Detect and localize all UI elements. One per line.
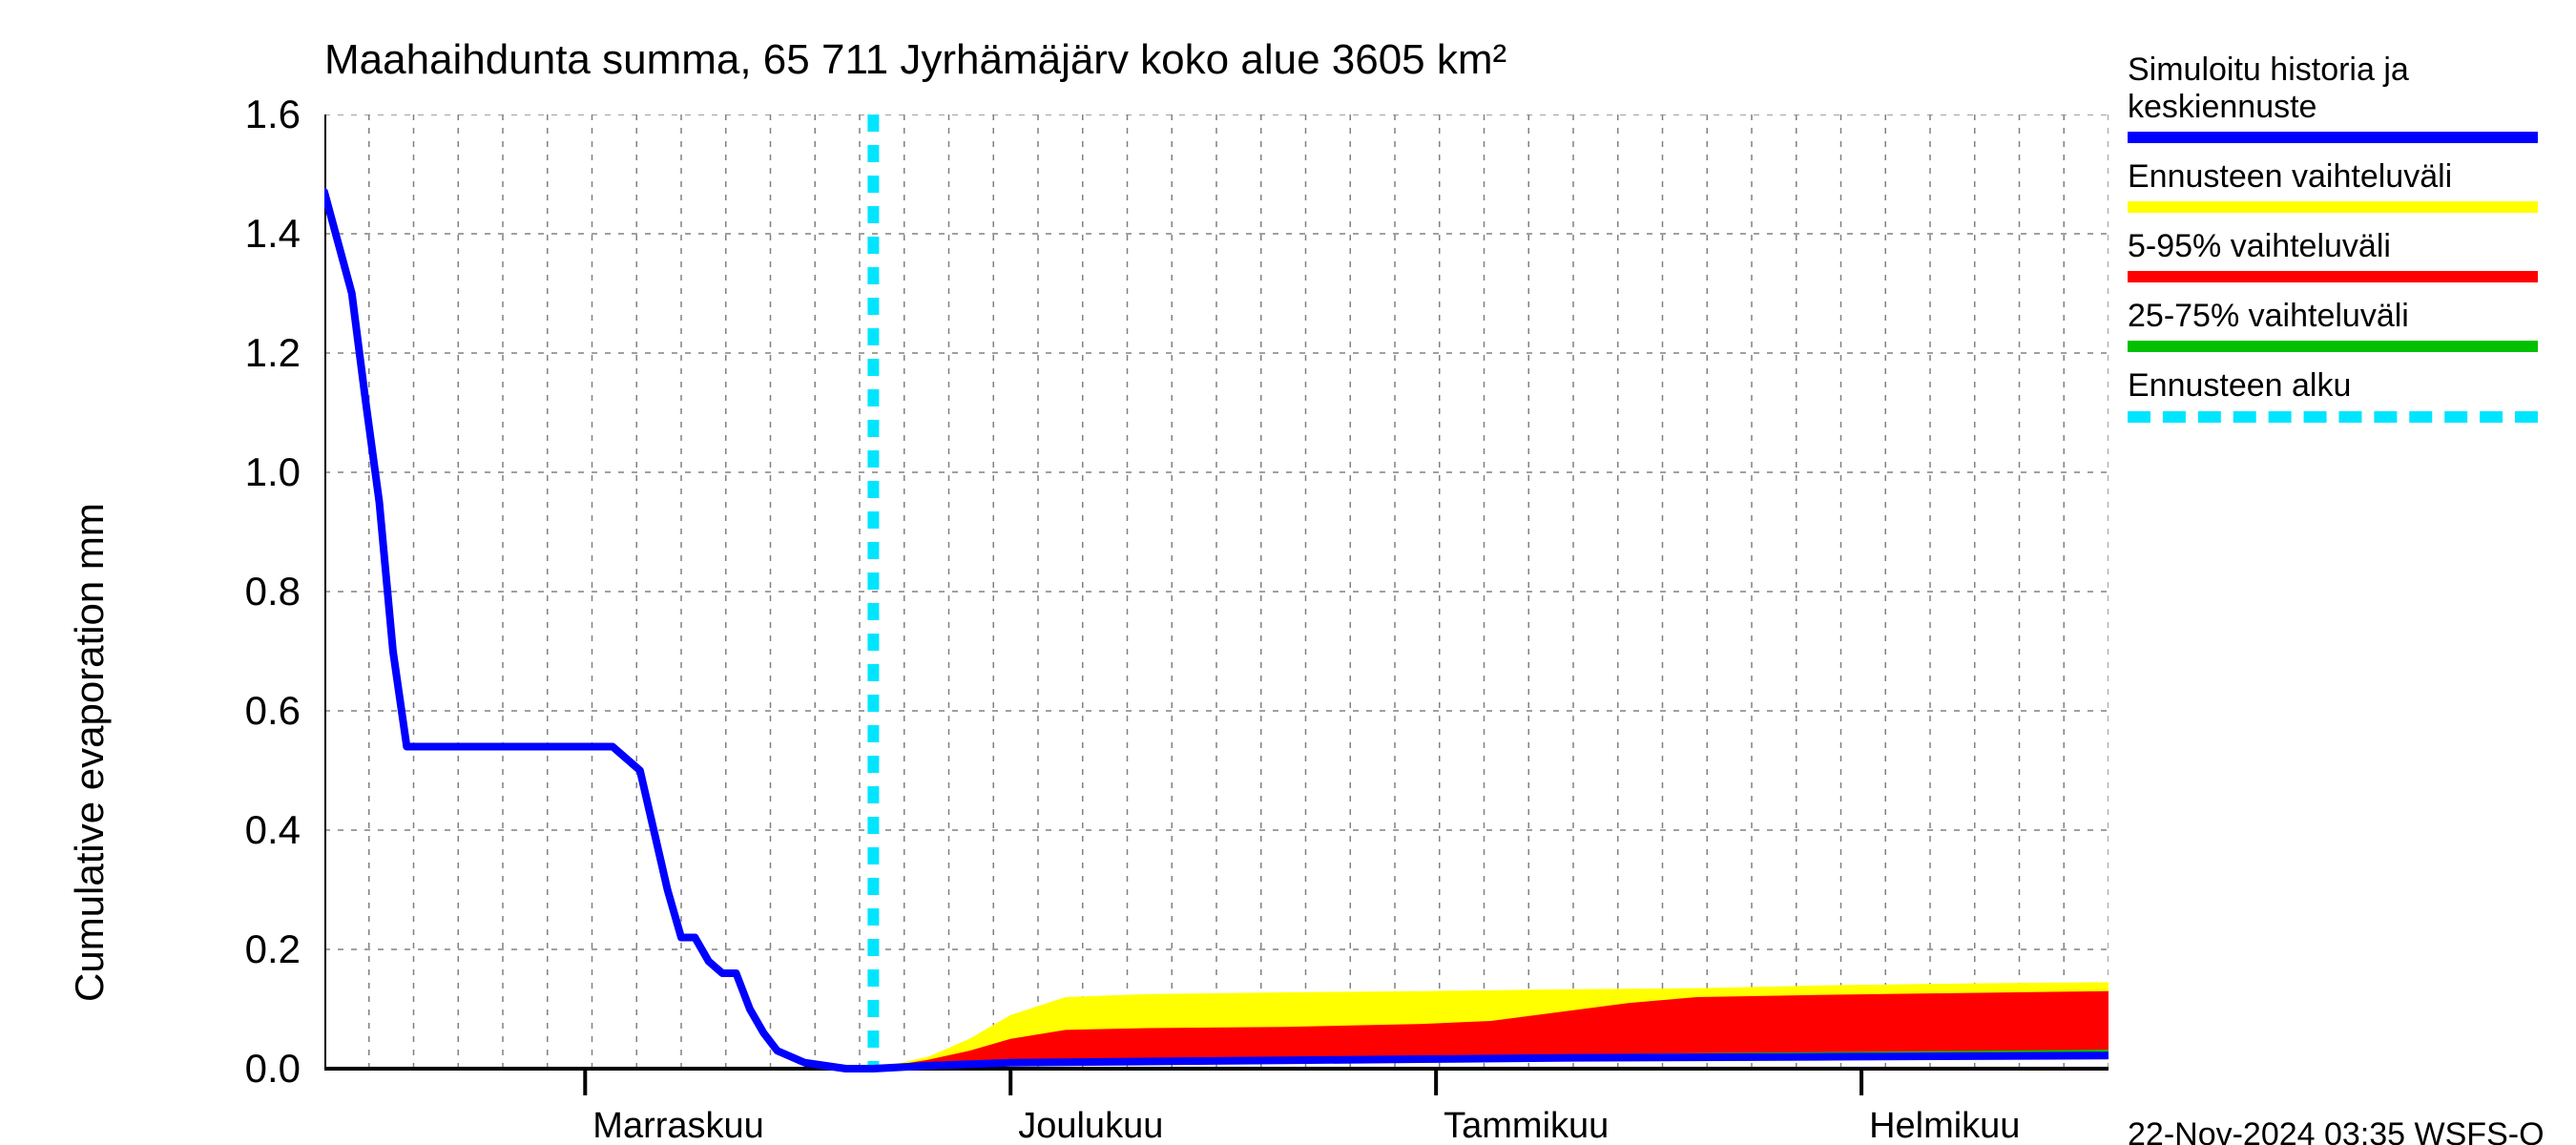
legend-label: Simuloitu historia ja keskiennuste xyxy=(2128,52,2538,126)
chart-title: Maahaihdunta summa, 65 711 Jyrhämäjärv k… xyxy=(324,36,1506,84)
x-tick: Joulukuu December xyxy=(1018,1105,1185,1145)
legend-swatch xyxy=(2128,271,2538,282)
timestamp-label: 22-Nov-2024 03:35 WSFS-O xyxy=(2128,1116,2545,1145)
y-tick: 1.0 xyxy=(224,449,301,495)
legend-label: 25-75% vaihteluväli xyxy=(2128,298,2538,335)
x-tick: Helmikuu February xyxy=(1869,1105,2020,1145)
y-tick: 1.4 xyxy=(224,211,301,257)
legend-label: 5-95% vaihteluväli xyxy=(2128,228,2538,265)
x-tick: Tammikuu 2025 xyxy=(1444,1105,1609,1145)
y-tick: 0.8 xyxy=(224,569,301,614)
legend-swatch xyxy=(2128,132,2538,143)
y-tick: 0.2 xyxy=(224,926,301,972)
y-axis-label: Cumulative evaporation mm xyxy=(67,503,113,1002)
legend: Simuloitu historia ja keskiennuste Ennust… xyxy=(2128,52,2538,438)
legend-label: Ennusteen vaihteluväli xyxy=(2128,158,2538,196)
y-tick: 0.6 xyxy=(224,688,301,734)
y-tick: 0.0 xyxy=(224,1046,301,1092)
y-tick: 0.4 xyxy=(224,807,301,853)
legend-swatch xyxy=(2128,201,2538,213)
y-tick: 1.2 xyxy=(224,330,301,376)
legend-label: Ennusteen alku xyxy=(2128,367,2538,405)
legend-swatch xyxy=(2128,411,2538,423)
chart-plot xyxy=(324,114,2109,1097)
x-tick: Marraskuu 2024 xyxy=(592,1105,764,1145)
y-tick: 1.6 xyxy=(224,92,301,137)
legend-swatch xyxy=(2128,341,2538,352)
